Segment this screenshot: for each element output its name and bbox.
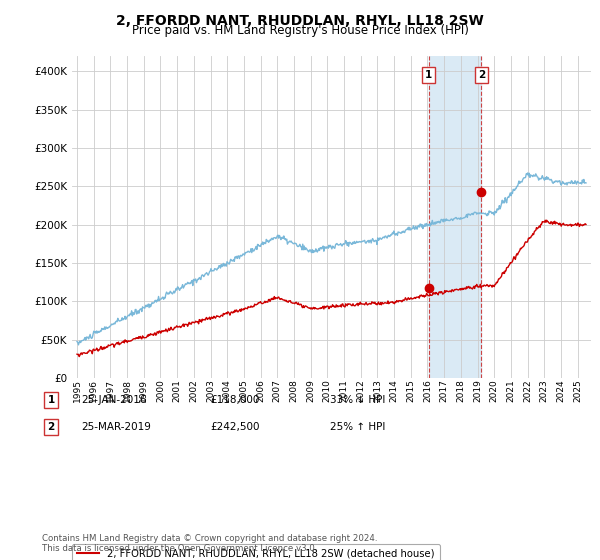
Text: 25-MAR-2019: 25-MAR-2019	[81, 422, 151, 432]
Bar	[428, 56, 481, 378]
Text: £118,000: £118,000	[210, 395, 259, 405]
Text: £242,500: £242,500	[210, 422, 260, 432]
Text: 2: 2	[478, 70, 485, 80]
Legend: 2, FFORDD NANT, RHUDDLAN, RHYL, LL18 2SW (detached house), HPI: Average price, d: 2, FFORDD NANT, RHUDDLAN, RHYL, LL18 2SW…	[72, 544, 439, 560]
Text: 25% ↑ HPI: 25% ↑ HPI	[330, 422, 385, 432]
Text: 1: 1	[425, 70, 432, 80]
Text: 33% ↓ HPI: 33% ↓ HPI	[330, 395, 385, 405]
Text: 2, FFORDD NANT, RHUDDLAN, RHYL, LL18 2SW: 2, FFORDD NANT, RHUDDLAN, RHYL, LL18 2SW	[116, 14, 484, 28]
Text: Contains HM Land Registry data © Crown copyright and database right 2024.
This d: Contains HM Land Registry data © Crown c…	[42, 534, 377, 553]
Text: 1: 1	[47, 395, 55, 405]
Text: Price paid vs. HM Land Registry's House Price Index (HPI): Price paid vs. HM Land Registry's House …	[131, 24, 469, 37]
Text: 25-JAN-2016: 25-JAN-2016	[81, 395, 146, 405]
Text: 2: 2	[47, 422, 55, 432]
